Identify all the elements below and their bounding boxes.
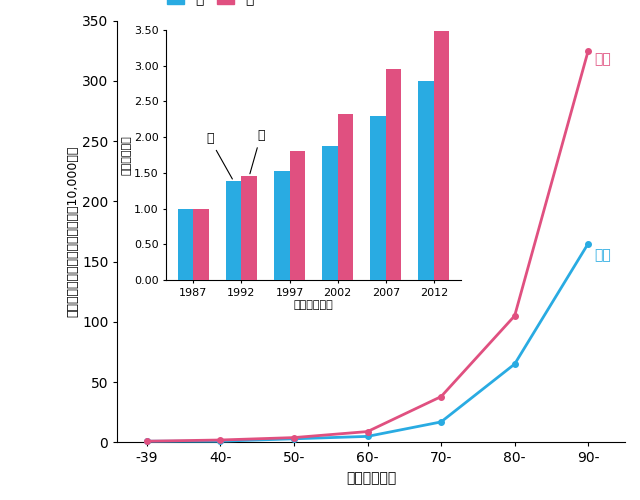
Text: 女性: 女性 xyxy=(594,52,611,66)
Bar xyxy=(193,208,209,280)
Bar xyxy=(226,182,241,280)
Bar xyxy=(386,70,401,280)
Legend: 男, 女: 男, 女 xyxy=(168,0,253,6)
Bar xyxy=(371,116,386,280)
Y-axis label: 年代別人口当たりの発生率（人／10,000人）: 年代別人口当たりの発生率（人／10,000人） xyxy=(66,146,79,317)
Y-axis label: 患者数（人）: 患者数（人） xyxy=(121,135,131,175)
X-axis label: 調査年（年）: 調査年（年） xyxy=(294,300,333,310)
Bar xyxy=(178,208,193,280)
Bar xyxy=(274,172,289,280)
Bar xyxy=(434,32,449,280)
Bar xyxy=(419,82,434,280)
Bar xyxy=(338,114,353,280)
Bar xyxy=(323,146,338,280)
Bar xyxy=(289,152,305,280)
X-axis label: 年齢（年代）: 年齢（年代） xyxy=(346,471,396,485)
Text: 男: 男 xyxy=(206,132,232,179)
Text: 男性: 男性 xyxy=(594,248,611,262)
Bar xyxy=(241,176,257,280)
Text: 女: 女 xyxy=(250,130,264,174)
